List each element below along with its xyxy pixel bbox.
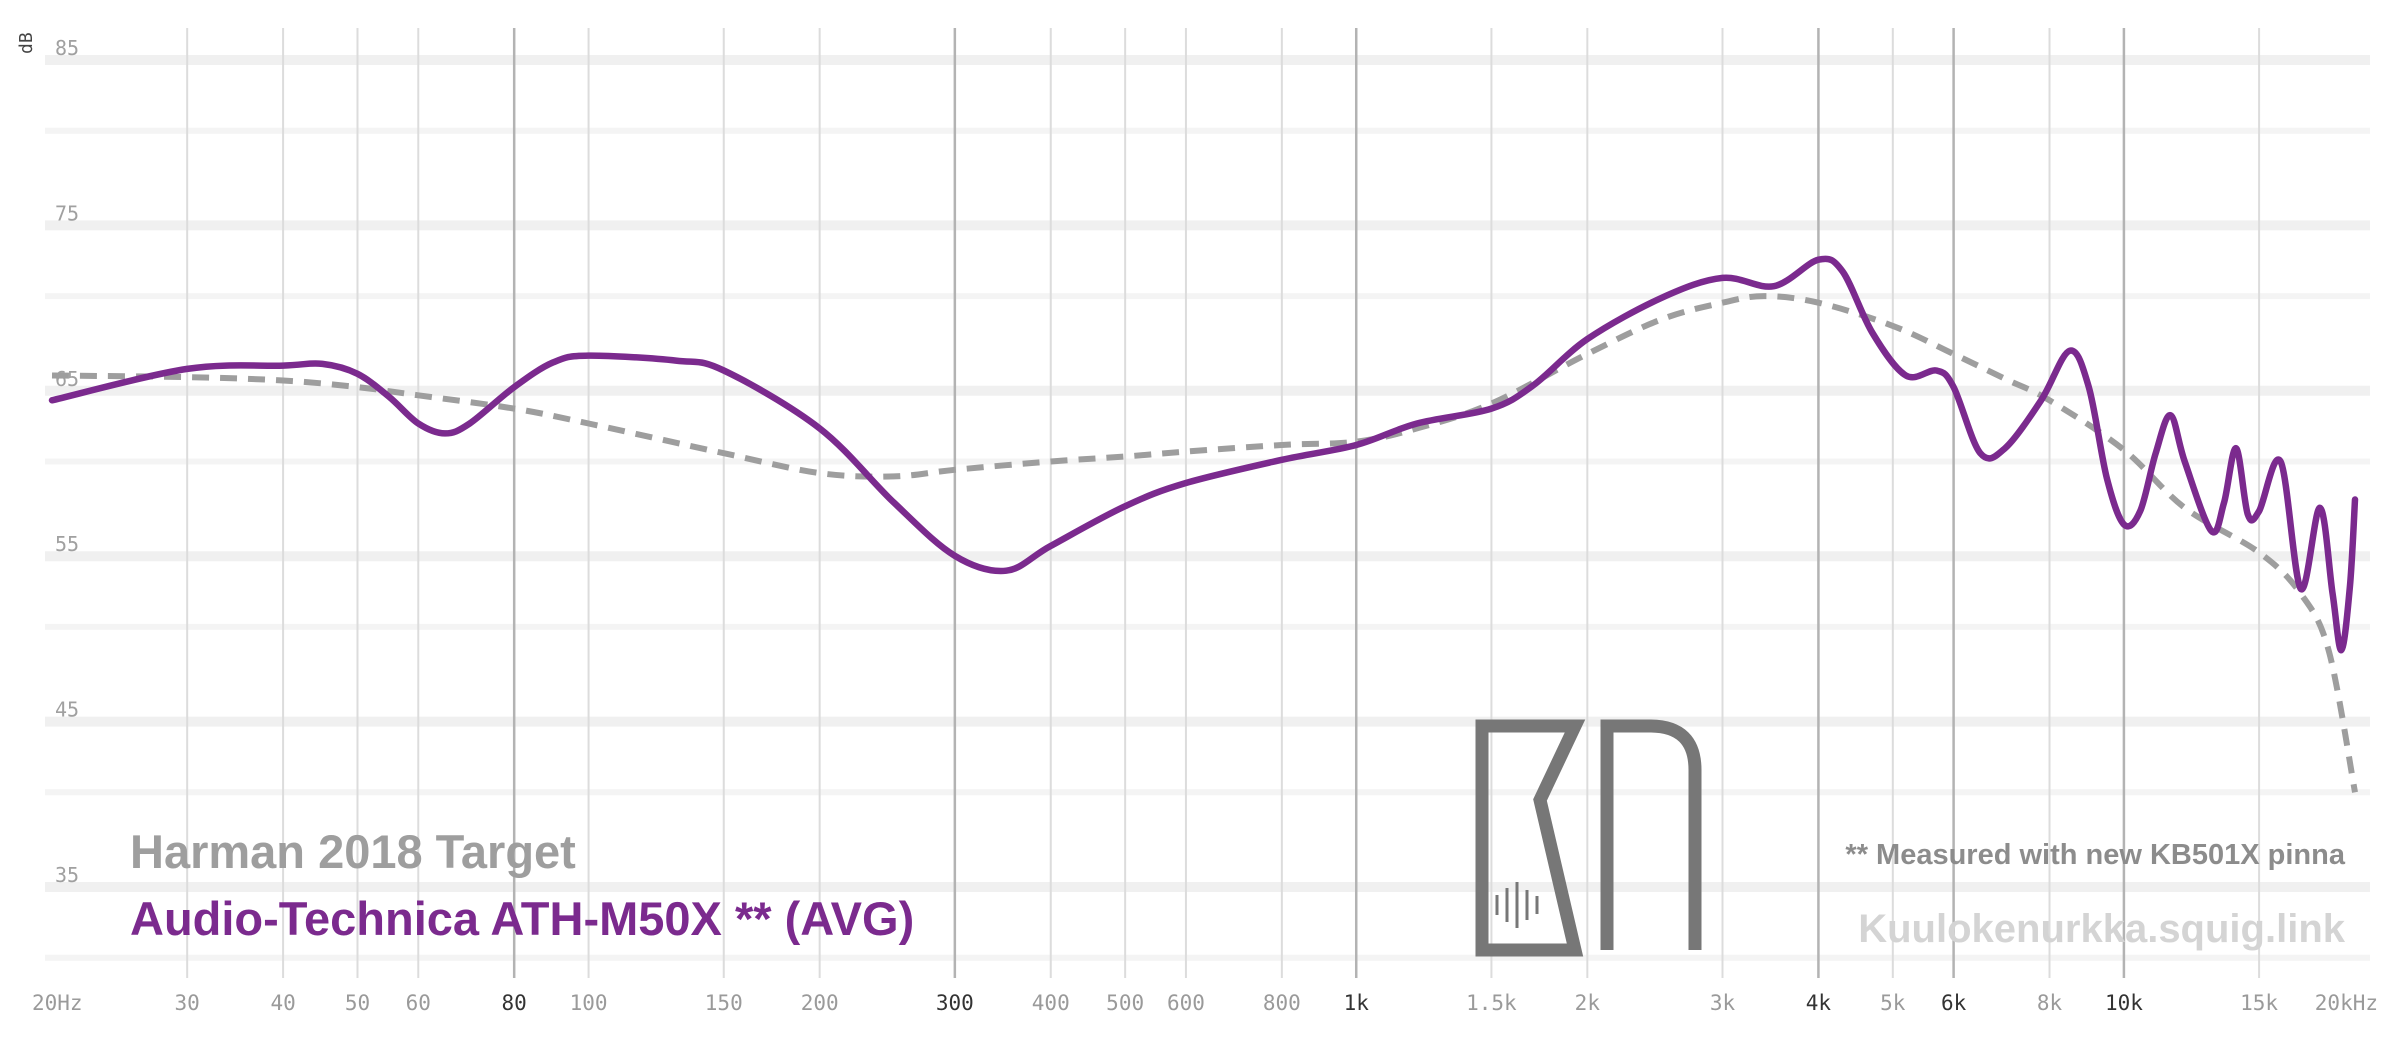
y-axis-unit: dB <box>16 32 37 54</box>
x-tick-label: 100 <box>570 991 608 1015</box>
x-axis-labels: 20Hz 30 40 50 60 80 100 150 200 300 400 500 600 800 1k… <box>32 991 2378 1015</box>
headphone-curve[interactable] <box>48 255 2359 654</box>
x-tick-label: 1k <box>1344 991 1370 1015</box>
x-tick-label: 20kHz <box>2315 991 2378 1015</box>
x-tick-label: 150 <box>705 991 743 1015</box>
x-tick-label: 300 <box>936 991 974 1015</box>
legend-headphone[interactable]: Audio-Technica ATH-M50X ** (AVG) <box>130 892 914 945</box>
series-layer <box>48 255 2359 793</box>
legend-target[interactable]: Harman 2018 Target <box>130 825 576 878</box>
x-tick-label: 10k <box>2105 991 2143 1015</box>
y-tick-label: 85 <box>55 36 79 60</box>
y-axis-labels: 35 45 55 65 75 85 <box>55 36 79 887</box>
x-tick-label: 400 <box>1032 991 1070 1015</box>
x-tick-label: 8k <box>2037 991 2063 1015</box>
x-tick-label: 30 <box>175 991 200 1015</box>
x-tick-label: 200 <box>801 991 839 1015</box>
measurement-note: ** Measured with new KB501X pinna <box>1845 839 2345 871</box>
y-tick-label: 65 <box>55 367 79 391</box>
horizontal-grid <box>45 55 2370 961</box>
x-tick-label: 5k <box>1880 991 1906 1015</box>
x-tick-label: 3k <box>1710 991 1736 1015</box>
x-tick-label: 6k <box>1941 991 1967 1015</box>
x-tick-label: 2k <box>1575 991 1601 1015</box>
site-watermark: Kuulokenurkka.squig.link <box>1858 907 2346 951</box>
vertical-grid <box>186 28 2261 978</box>
x-tick-label: 40 <box>270 991 295 1015</box>
x-tick-label: 1.5k <box>1466 991 1517 1015</box>
x-tick-label: 500 <box>1106 991 1144 1015</box>
y-tick-label: 75 <box>55 201 79 225</box>
y-tick-label: 55 <box>55 532 79 556</box>
x-tick-label: 600 <box>1167 991 1205 1015</box>
y-tick-label: 35 <box>55 863 79 887</box>
kn-logo <box>1475 719 1702 957</box>
x-tick-label: 20Hz <box>32 991 83 1015</box>
x-tick-label: 4k <box>1806 991 1832 1015</box>
x-tick-label: 80 <box>502 991 527 1015</box>
y-tick-label: 45 <box>55 698 79 722</box>
x-tick-label: 50 <box>345 991 370 1015</box>
x-tick-label: 15k <box>2240 991 2278 1015</box>
x-tick-label: 60 <box>406 991 431 1015</box>
target-curve[interactable] <box>51 293 2358 793</box>
x-tick-label: 800 <box>1263 991 1301 1015</box>
